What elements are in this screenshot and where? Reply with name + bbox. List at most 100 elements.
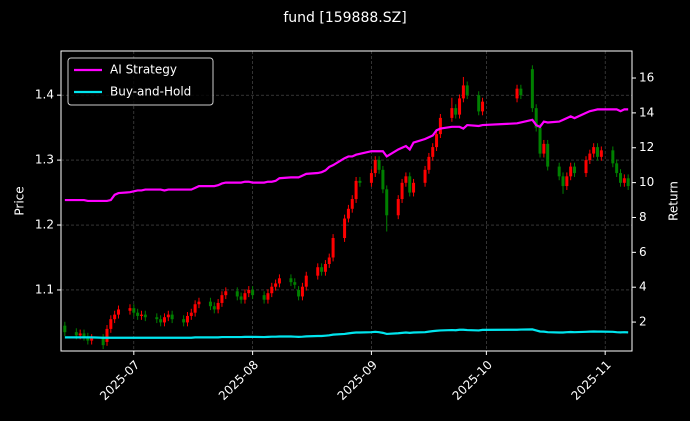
candle-body: [538, 127, 542, 154]
candle-body: [289, 278, 293, 283]
candle-body: [277, 278, 281, 284]
legend-box: [67, 57, 214, 106]
candle-body: [557, 166, 561, 177]
legend-label: Buy-and-Hold: [110, 85, 191, 99]
candle-body: [90, 338, 94, 341]
candle-body: [155, 317, 159, 320]
candle-body: [461, 85, 465, 99]
candle-body: [208, 301, 212, 307]
candle-body: [565, 176, 569, 187]
candle-body: [224, 291, 228, 296]
candle-body: [373, 160, 377, 174]
y2-axis-label: Return: [667, 181, 681, 221]
candle-body: [400, 182, 404, 200]
candle-body: [139, 314, 143, 316]
y-tick-label: 1.3: [35, 153, 54, 167]
candle-body: [170, 314, 174, 320]
candle-body: [450, 108, 454, 118]
candle-body: [358, 180, 362, 183]
candle-body: [132, 308, 136, 313]
y-tick-label: 1.1: [35, 282, 54, 296]
candle-body: [320, 267, 324, 272]
candle-body: [247, 289, 251, 294]
candle-body: [622, 178, 626, 183]
candle-body: [354, 180, 358, 200]
candle-body: [293, 282, 297, 285]
candle-body: [346, 208, 350, 219]
candle-body: [438, 117, 442, 135]
y2-tick-label: 4: [639, 280, 647, 294]
candle-body: [270, 286, 274, 294]
candle-body: [611, 150, 615, 164]
y2-tick-label: 12: [639, 140, 654, 154]
candle-body: [350, 199, 354, 209]
candle-body: [105, 328, 109, 342]
y-axis-label: Price: [13, 186, 27, 215]
candle-body: [423, 169, 427, 183]
candle-body: [477, 95, 481, 112]
candle-body: [274, 283, 278, 287]
candle-body: [377, 160, 381, 170]
candle-body: [588, 153, 592, 161]
y-tick-label: 1.4: [35, 88, 54, 102]
y2-tick-label: 6: [639, 245, 647, 259]
candle-body: [262, 295, 266, 300]
candle-body: [458, 98, 462, 115]
candle-body: [408, 176, 412, 193]
candle-body: [220, 295, 224, 303]
candle-body: [619, 173, 623, 183]
candle-body: [530, 69, 534, 109]
candle-body: [435, 134, 439, 148]
candle-body: [465, 85, 469, 96]
plot-frame: [60, 50, 633, 352]
candle-body: [412, 182, 416, 193]
candle-body: [546, 143, 550, 167]
candle-body: [327, 257, 331, 264]
candle-body: [189, 312, 193, 316]
candle-body: [381, 169, 385, 190]
candle-body: [454, 108, 458, 115]
candle-body: [193, 304, 197, 313]
candle-body: [404, 176, 408, 183]
candle-body: [143, 314, 147, 318]
candle-body: [343, 218, 347, 239]
candle-body: [239, 296, 243, 300]
candle-body: [86, 336, 90, 341]
line-series: [64, 328, 629, 339]
candle-body: [78, 333, 82, 336]
candle-body: [515, 88, 519, 99]
candle-body: [534, 108, 538, 128]
candle-body: [162, 317, 166, 323]
candle-body: [212, 306, 216, 310]
candle-body: [243, 293, 247, 300]
candle-body: [101, 338, 105, 346]
candle-body: [385, 189, 389, 216]
candle-body: [166, 314, 170, 318]
candle-body: [481, 101, 485, 112]
candle-body: [561, 176, 565, 187]
candle-body: [300, 286, 304, 297]
candle-body: [542, 143, 546, 154]
candle-body: [109, 319, 113, 329]
candle-body: [185, 315, 189, 323]
candle-body: [266, 293, 270, 300]
candle-body: [297, 289, 301, 297]
candle-body: [599, 150, 603, 157]
legend-label: AI Strategy: [110, 63, 177, 77]
candle-body: [136, 312, 140, 316]
y2-tick-label: 8: [639, 210, 647, 224]
chart-title: fund [159888.SZ]: [283, 10, 406, 26]
candle-body: [427, 156, 431, 170]
candle-body: [251, 289, 255, 296]
candle-body: [235, 291, 239, 297]
candle-body: [331, 238, 335, 258]
line-series: [64, 108, 629, 203]
candle-body: [113, 314, 117, 320]
y2-tick-label: 14: [639, 105, 654, 119]
candle-body: [82, 333, 86, 337]
candle-body: [592, 147, 596, 154]
candle-body: [431, 147, 435, 157]
candle-body: [74, 332, 78, 336]
candle-body: [128, 308, 132, 311]
